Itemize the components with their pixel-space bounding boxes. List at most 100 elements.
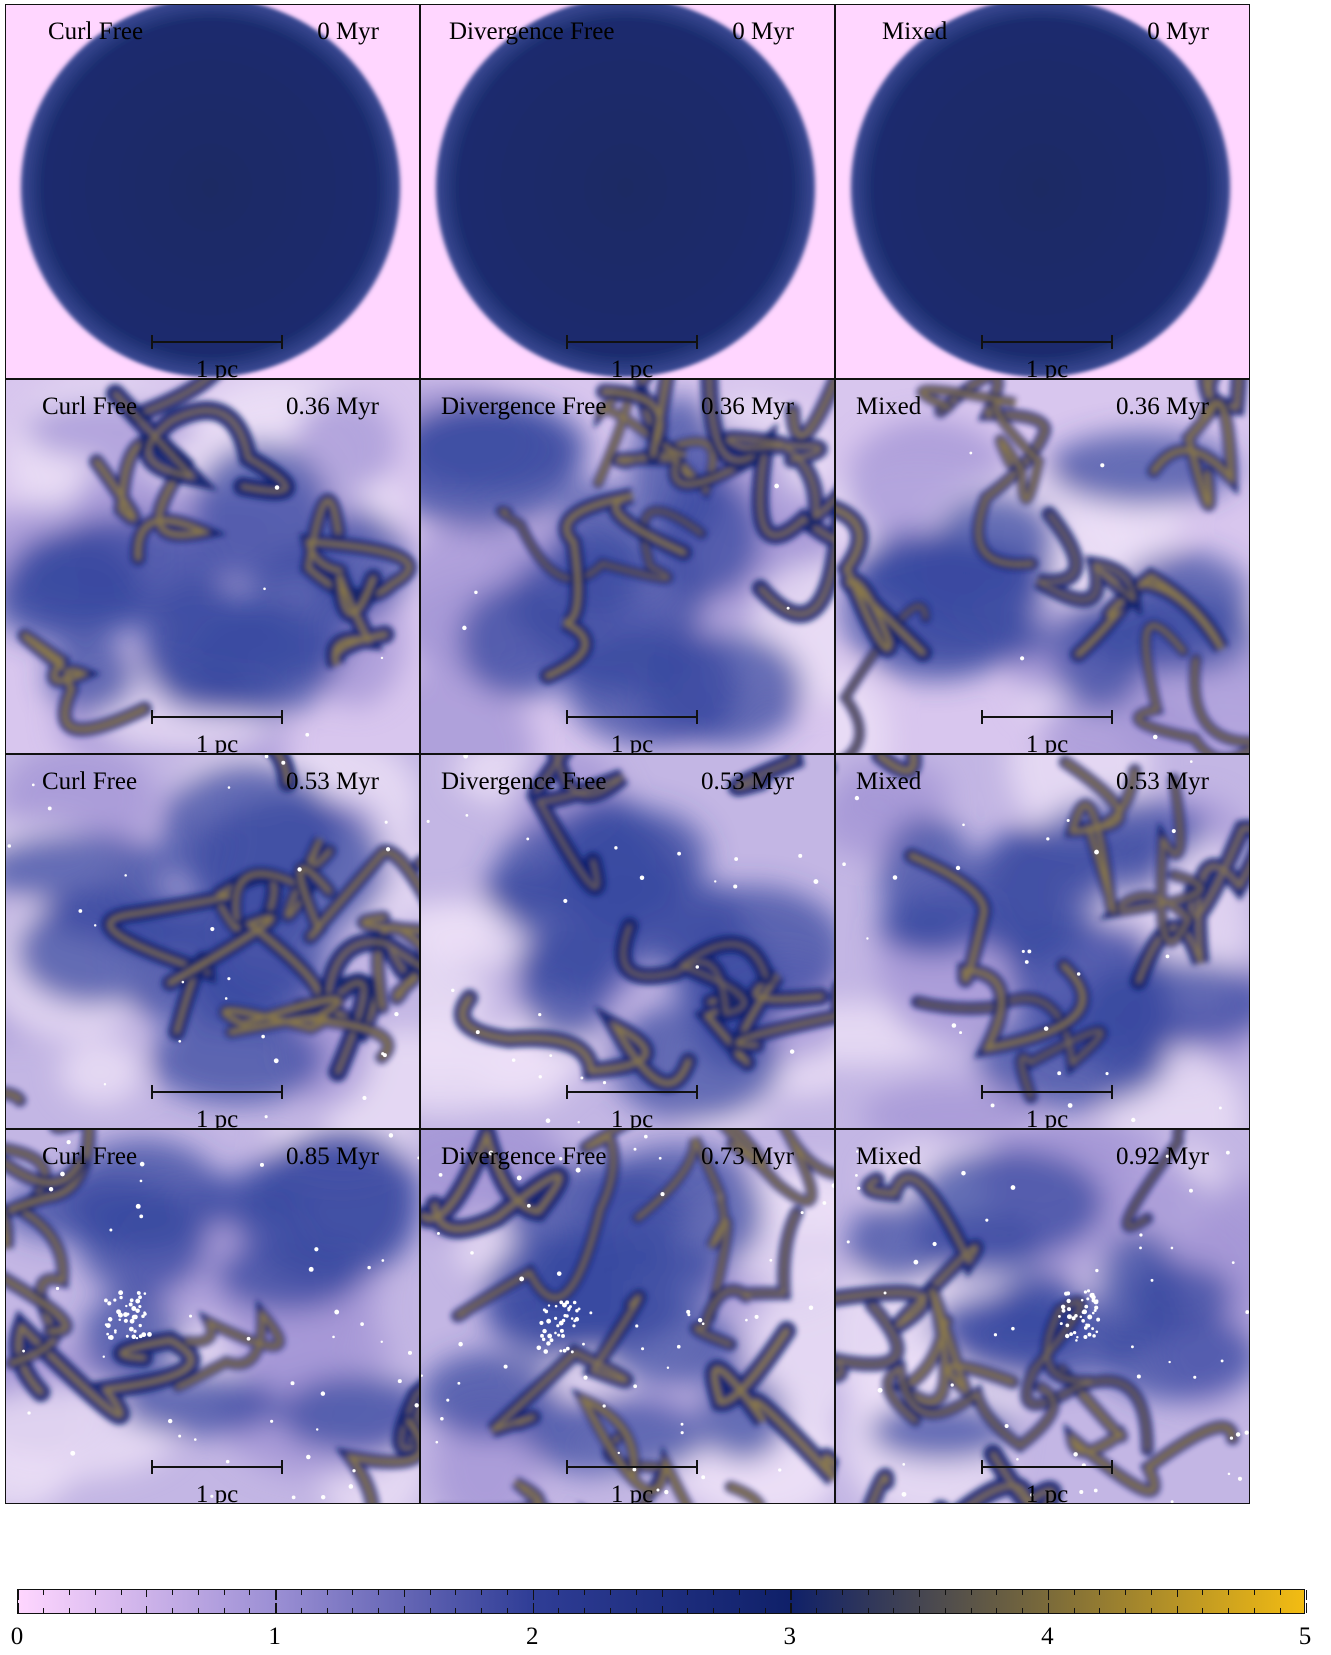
star-particle	[263, 587, 266, 591]
scale-bar	[151, 1460, 283, 1474]
star-particle	[842, 862, 846, 867]
star-particle	[1004, 1424, 1009, 1429]
star-particle	[643, 1134, 648, 1139]
star-particle	[664, 1489, 669, 1495]
star-particle	[1100, 463, 1105, 468]
star-particle	[892, 875, 898, 880]
star-particle	[1024, 960, 1029, 964]
panel-r2-c2: Divergence Free 0.36 Myr 1 pc	[420, 379, 835, 754]
panel-name: Curl Free	[48, 18, 144, 45]
colorbar-major-tick	[17, 1590, 19, 1600]
star-particle	[224, 997, 228, 1000]
star-particle	[1010, 1185, 1016, 1190]
star-particle	[139, 1214, 144, 1219]
scale-bar	[151, 710, 283, 724]
cloud-disk	[21, 5, 400, 377]
colorbar-minor-tick	[558, 1608, 560, 1613]
colorbar-major-tick	[275, 1603, 277, 1613]
star-particle	[666, 1366, 670, 1369]
star-particle	[567, 1308, 571, 1312]
star-particle	[380, 1340, 383, 1343]
star-particle	[1218, 1106, 1222, 1110]
star-particle	[22, 1349, 25, 1353]
density-map	[836, 5, 1249, 378]
star-particle	[385, 847, 391, 852]
star-particle	[1071, 1316, 1076, 1321]
star-particle	[1074, 1314, 1078, 1318]
star-particle	[575, 1167, 581, 1173]
star-particle	[539, 1320, 544, 1326]
star-particle	[334, 1309, 340, 1315]
colorbar-minor-tick	[1073, 1590, 1075, 1595]
panel-r4-c3: Mixed 0.92 Myr 1 pc	[835, 1129, 1250, 1504]
star-particle	[458, 1341, 463, 1347]
star-particle	[135, 1298, 141, 1304]
density-map	[836, 755, 1249, 1128]
star-particle	[1152, 734, 1158, 740]
star-particle	[60, 1171, 65, 1177]
star-particle	[754, 1314, 759, 1319]
star-particle	[227, 977, 231, 981]
panel-name: Divergence Free	[441, 393, 607, 420]
scale-bar-label: 1 pc	[610, 1481, 654, 1504]
star-particle	[1139, 1233, 1143, 1237]
star-particle	[1150, 1278, 1154, 1282]
scale-bar	[566, 710, 698, 724]
star-particle	[320, 1391, 326, 1396]
colorbar-minor-tick	[1253, 1608, 1255, 1613]
star-particle	[308, 1266, 314, 1272]
star-particle	[118, 1318, 122, 1322]
star-particle	[306, 1454, 311, 1460]
colorbar-minor-tick	[738, 1608, 740, 1613]
scale-bar	[981, 710, 1113, 724]
star-particle	[562, 1302, 567, 1308]
star-particle	[536, 1345, 542, 1351]
star-particle	[360, 1322, 364, 1326]
star-particle	[786, 606, 790, 610]
star-particle	[580, 1076, 584, 1080]
panel-r1-c3: Mixed 0 Myr 1 pc	[835, 4, 1250, 379]
colorbar-minor-tick	[1150, 1590, 1152, 1595]
scale-bar	[151, 1085, 283, 1099]
density-map	[6, 755, 419, 1128]
star-particle	[128, 1326, 134, 1332]
star-particle	[955, 865, 961, 871]
colorbar-tick-label: 3	[783, 1623, 797, 1650]
star-particle	[538, 1013, 542, 1017]
star-particle	[1061, 1308, 1066, 1313]
star-particle	[193, 1438, 197, 1441]
star-particle	[639, 875, 645, 880]
star-particle	[135, 1308, 140, 1313]
panel-r4-c2: Divergence Free 0.73 Myr 1 pc	[420, 1129, 835, 1504]
colorbar-major-tick	[275, 1590, 277, 1600]
star-particle	[1237, 1476, 1243, 1481]
star-particle	[1021, 949, 1025, 953]
star-particle	[1130, 1345, 1134, 1349]
star-particle	[1011, 1326, 1015, 1331]
scale-bar	[566, 1085, 698, 1099]
colorbar-minor-tick	[713, 1590, 715, 1595]
colorbar-minor-tick	[146, 1590, 148, 1597]
density-map	[6, 1130, 419, 1503]
star-particle	[769, 1258, 773, 1262]
star-particle	[463, 755, 469, 759]
star-particle	[141, 1314, 145, 1318]
star-particle	[572, 1324, 576, 1328]
star-particle	[1096, 1317, 1101, 1322]
star-particle	[602, 1404, 606, 1408]
star-particle	[577, 1121, 580, 1124]
star-particle	[658, 1156, 662, 1160]
scale-bar-label: 1 pc	[195, 731, 239, 754]
colorbar-major-tick	[1047, 1603, 1050, 1613]
star-particle	[526, 837, 530, 841]
panel-name: Mixed	[856, 1143, 922, 1170]
panel-name: Mixed	[856, 768, 922, 795]
star-particle	[141, 1332, 147, 1338]
star-particle	[503, 1364, 508, 1369]
star-particle	[384, 820, 388, 824]
colorbar-minor-tick	[1176, 1590, 1178, 1597]
colorbar-minor-tick	[146, 1606, 148, 1613]
panel-time: 0.36 Myr	[285, 393, 379, 420]
star-particle	[1095, 1268, 1099, 1273]
star-particle	[470, 1251, 474, 1255]
